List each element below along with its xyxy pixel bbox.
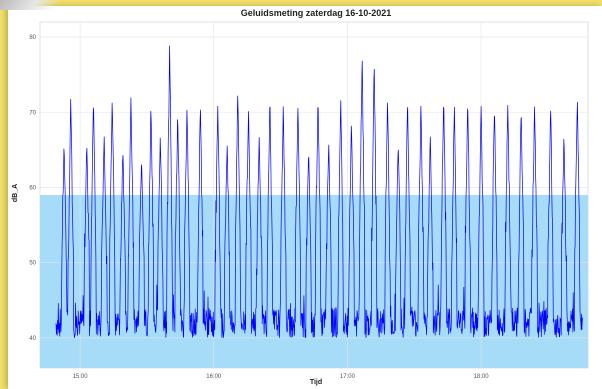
y-tick-label: 80 (29, 35, 36, 41)
x-tick-label: 16:00 (206, 374, 222, 380)
x-axis-label: Tijd (310, 379, 322, 386)
y-tick-label: 60 (29, 185, 36, 191)
series-line (55, 45, 584, 338)
x-tick-label: 18:00 (474, 374, 490, 380)
y-tick-label: 40 (29, 336, 36, 342)
y-tick-label: 70 (29, 110, 36, 116)
y-axis-label: dB_A (12, 184, 19, 202)
y-tick-label: 50 (29, 261, 36, 267)
x-tick-label: 17:00 (340, 374, 356, 380)
plot-area: 40 50 60 70 80 15:00 16:00 17:00 18:00 (29, 21, 589, 380)
chart-title: Geluidsmeting zaterdag 16-10-2021 (241, 8, 392, 18)
x-tick-label: 15:00 (73, 374, 89, 380)
